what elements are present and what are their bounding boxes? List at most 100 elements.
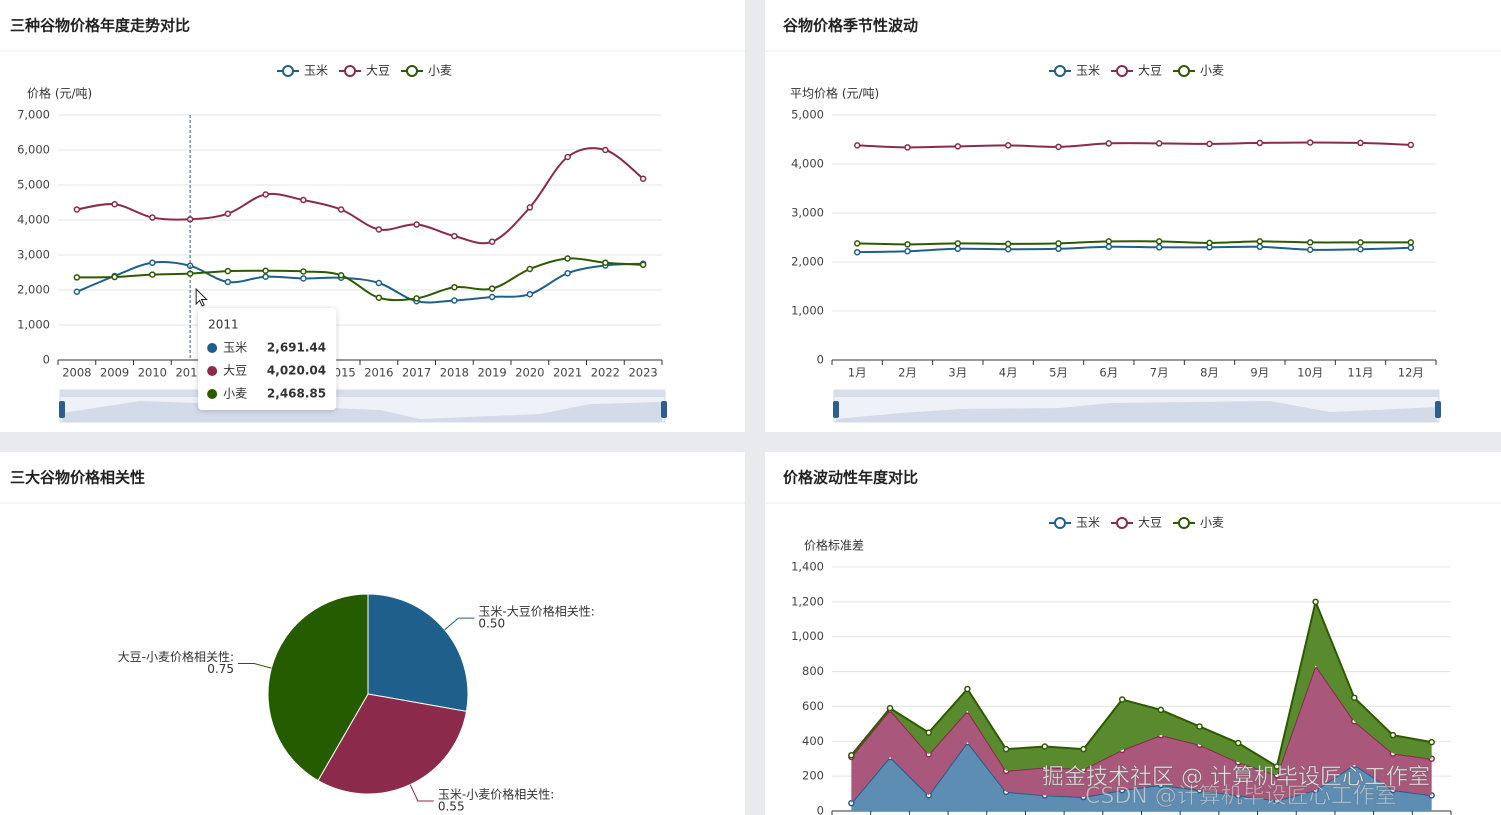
data-point [375, 226, 383, 233]
y-tick-label: 1,200 [791, 594, 824, 608]
data-point [954, 143, 962, 150]
tooltip-title: 2011 [208, 318, 239, 332]
y-axis-title: 价格标准差 [804, 538, 864, 553]
data-point [904, 247, 911, 255]
x-tick-label: 2月 [898, 366, 917, 380]
legend-item[interactable]: 小麦 [1173, 516, 1224, 530]
slice-value: 0.50 [478, 617, 505, 631]
legend-label: 玉米 [1076, 516, 1100, 530]
y-tick-label: 3,000 [17, 248, 50, 262]
x-tick-label: 8月 [1200, 366, 1219, 380]
series-line [857, 141, 1411, 149]
zoom-slider[interactable] [59, 389, 667, 423]
x-tick-label: 10月 [1297, 366, 1323, 380]
y-tick-label: 2,000 [791, 255, 824, 269]
legend-item[interactable]: 大豆 [339, 64, 390, 78]
data-point [300, 196, 307, 204]
data-point [964, 685, 971, 693]
series-line [857, 245, 1411, 254]
data-point [564, 255, 571, 262]
data-point [954, 240, 962, 247]
x-tick-label: 2010 [138, 366, 167, 380]
data-point [639, 261, 647, 269]
data-point [149, 271, 156, 278]
legend-item[interactable]: 小麦 [401, 64, 452, 78]
y-tick-label: 400 [802, 734, 824, 748]
legend-item[interactable]: 玉米 [277, 64, 328, 78]
slice-label: 大豆-小麦价格相关性: [118, 649, 234, 664]
cursor [195, 287, 208, 307]
legend-label: 玉米 [304, 64, 328, 78]
data-point [111, 201, 118, 208]
legend-marker [1116, 517, 1128, 529]
data-point [337, 272, 345, 279]
slice-label: 玉米-大豆价格相关性: [478, 604, 594, 619]
data-point [1407, 239, 1415, 246]
data-point [639, 175, 647, 182]
watermark: CSDN @计算机毕设匠心工作室 [1085, 784, 1397, 809]
label-line [444, 617, 475, 631]
data-point [375, 294, 383, 301]
x-tick-label: 9月 [1250, 366, 1269, 380]
data-point [337, 206, 345, 213]
data-point [1055, 143, 1062, 151]
legend-item[interactable]: 玉米 [1049, 64, 1100, 78]
data-point [1196, 723, 1203, 730]
legend-label: 玉米 [1076, 64, 1100, 78]
x-tick-label: 11月 [1347, 366, 1373, 380]
legend-label: 小麦 [1200, 64, 1224, 78]
data-point [149, 259, 156, 266]
series-line [857, 240, 1411, 246]
data-point [1312, 598, 1319, 606]
tooltip-value: 2,691.44 [267, 341, 326, 355]
x-tick-label: 2018 [440, 366, 469, 380]
legend-label: 大豆 [366, 64, 390, 78]
data-point [224, 210, 232, 217]
data-point [1002, 745, 1010, 753]
label-line [238, 662, 272, 669]
label-line [409, 784, 434, 802]
y-tick-label: 1,000 [17, 318, 50, 332]
data-point [73, 274, 81, 281]
y-tick-label: 0 [43, 353, 50, 367]
data-point [925, 729, 932, 736]
data-point [1004, 142, 1012, 149]
data-point [1407, 141, 1415, 149]
data-point [224, 278, 232, 286]
slice-value: 0.55 [438, 799, 465, 813]
tooltip-name: 大豆 [223, 364, 247, 378]
legend-item[interactable]: 小麦 [1173, 64, 1224, 78]
legend-marker [406, 65, 418, 77]
legend-item[interactable]: 大豆 [1111, 64, 1162, 78]
data-point [1407, 244, 1415, 252]
legend-marker [282, 65, 294, 77]
y-axis-title: 价格 (元/吨) [27, 86, 92, 101]
data-point [1306, 246, 1314, 253]
tooltip-dot [207, 389, 218, 399]
data-point [1234, 739, 1242, 747]
slice-value: 0.75 [207, 662, 234, 676]
watermark: 掘金技术社区 @ 计算机毕设匠心工作室 [1042, 765, 1430, 790]
data-point [488, 293, 496, 301]
data-point [413, 221, 420, 228]
data-point [853, 142, 861, 149]
x-tick-label: 4月 [999, 366, 1018, 380]
data-point [526, 290, 534, 298]
tooltip-dot [207, 366, 218, 376]
data-point [1041, 743, 1049, 750]
zoom-slider[interactable] [833, 389, 1441, 423]
data-point [451, 297, 458, 304]
legend-marker [1116, 65, 1128, 77]
legend-item[interactable]: 大豆 [1111, 516, 1162, 530]
data-point [1357, 246, 1364, 253]
panel-title: 三种谷物价格年度走势对比 [10, 17, 190, 35]
data-point [904, 144, 911, 151]
x-tick-label: 2011 [175, 366, 204, 380]
y-tick-label: 4,000 [17, 213, 50, 227]
legend-item[interactable]: 玉米 [1049, 516, 1100, 530]
x-tick-label: 2021 [553, 366, 582, 380]
x-tick-label: 1月 [848, 366, 867, 380]
data-point [1004, 240, 1012, 248]
data-point [564, 269, 571, 277]
